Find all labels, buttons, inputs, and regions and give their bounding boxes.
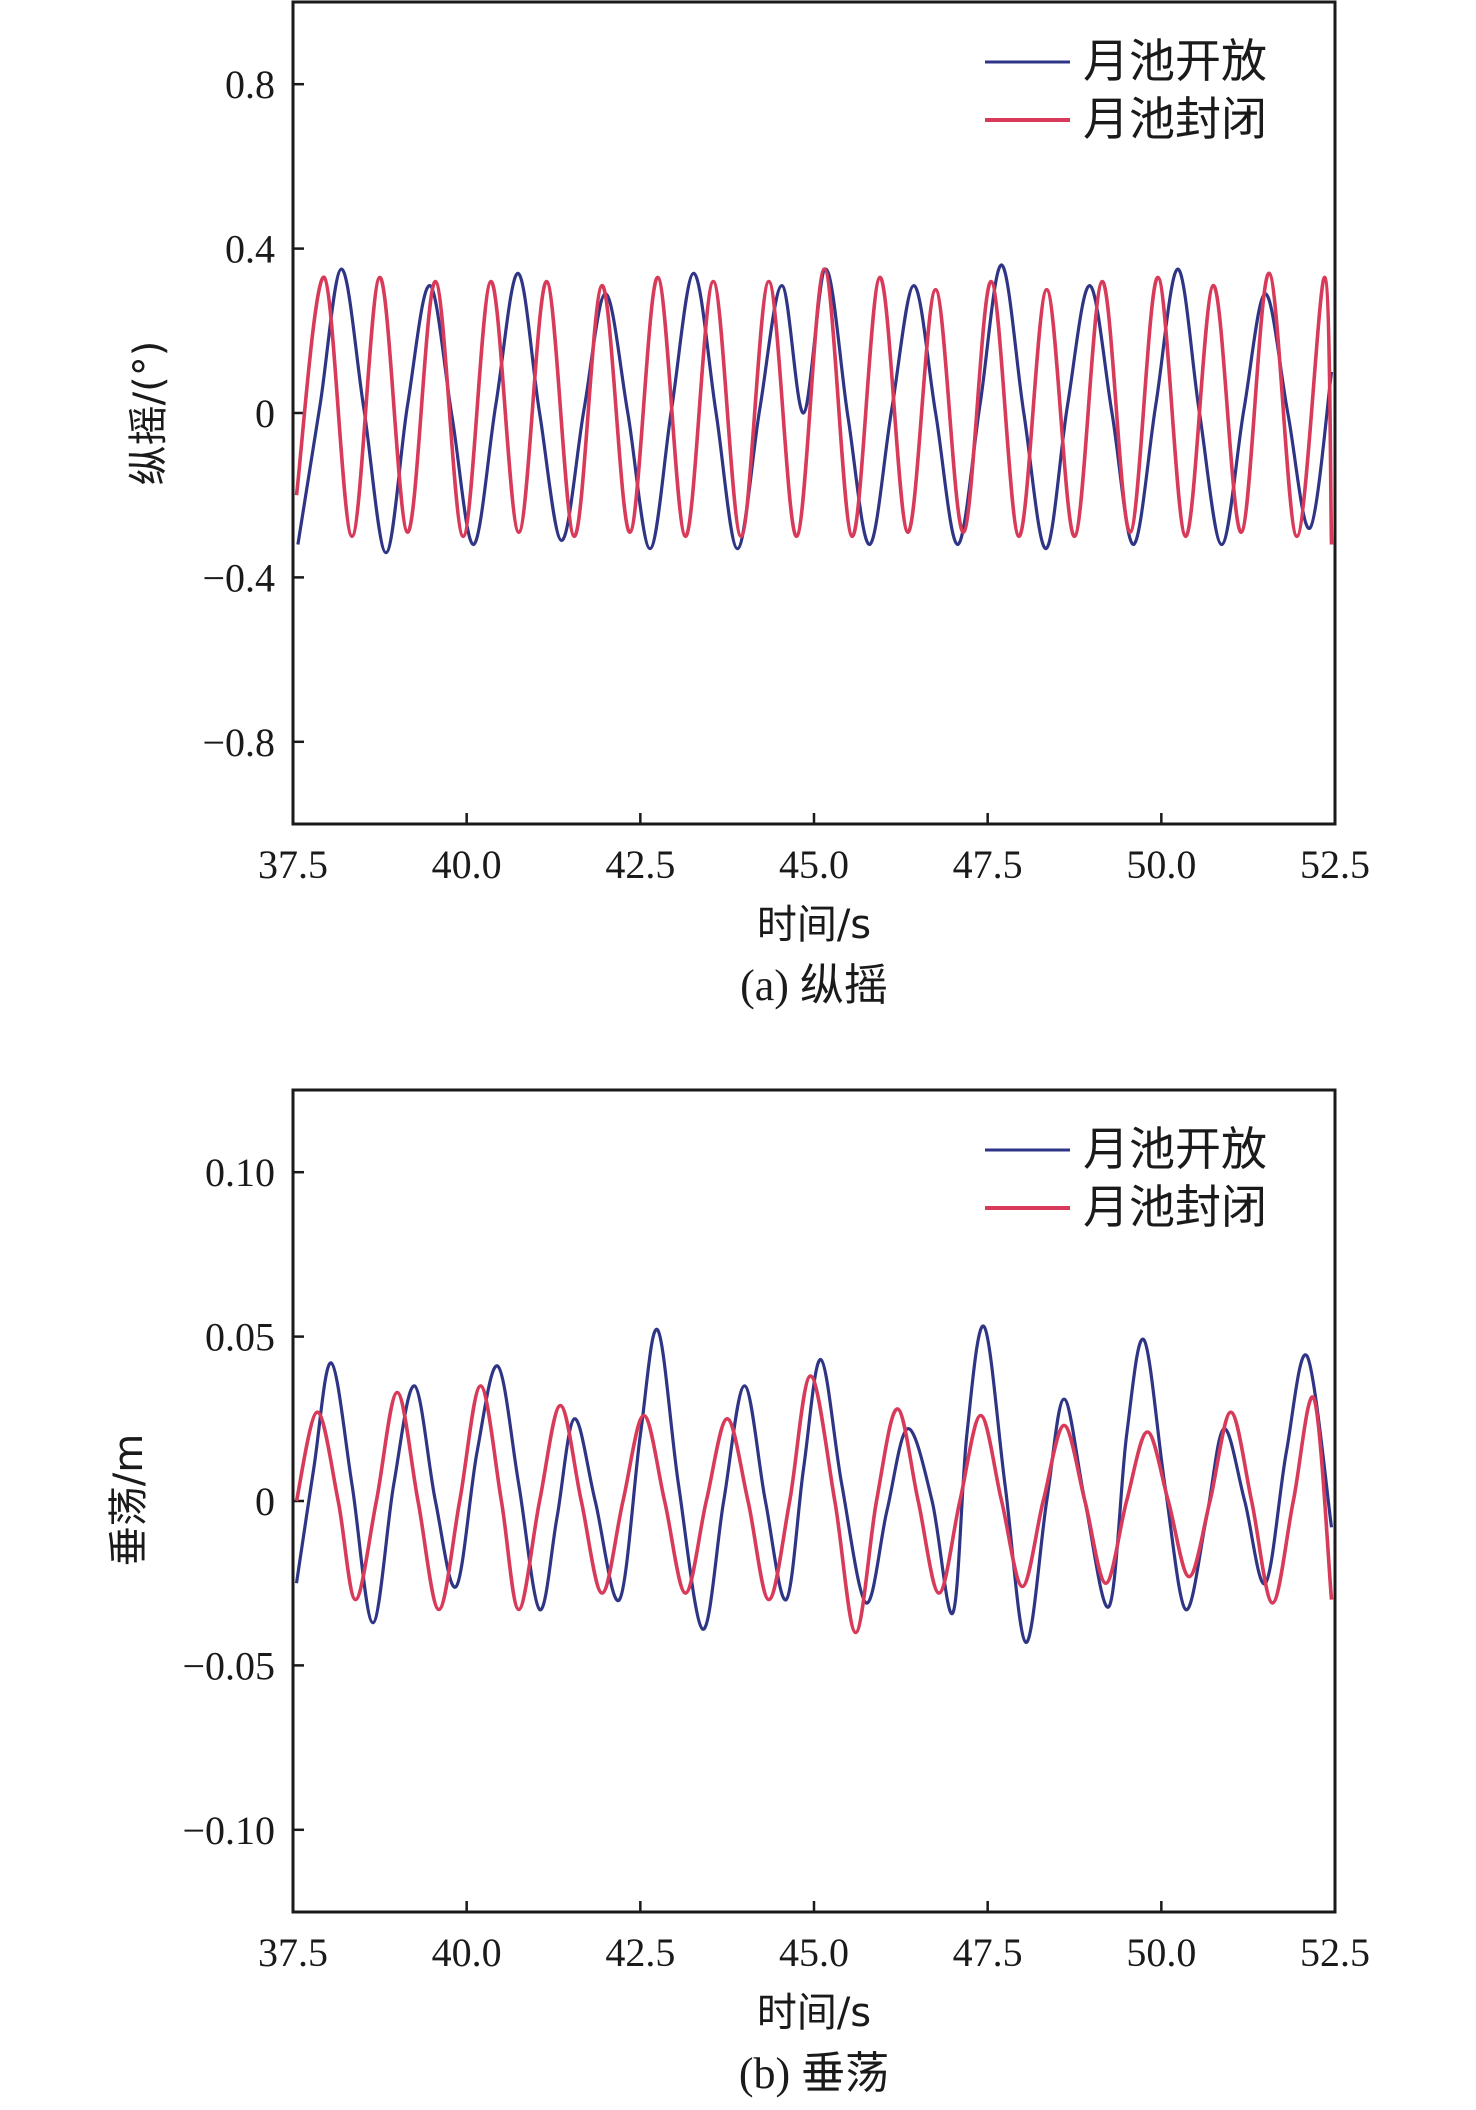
legend-label-open-b: 月池开放: [1083, 1122, 1267, 1176]
caption-a: (a) 纵摇: [740, 961, 888, 1010]
series-line-open: [296, 263, 1334, 555]
y-axis-label-b: 垂荡/m: [106, 1434, 152, 1566]
legend-a: 月池开放 月池封闭: [985, 34, 1267, 146]
chart-panel-a: 0.8 0.4 0 −0.4 −0.8 37.5 40.0 42.5 45.0 47.5 50.0…: [126, 0, 1370, 1010]
series-layer-a: [294, 263, 1334, 555]
y-tick-label: 0: [255, 391, 275, 436]
x-tick-label: 42.5: [605, 842, 675, 887]
series-layer-b: [294, 1324, 1334, 1645]
x-axis-label-b: 时间/s: [757, 1990, 871, 2036]
x-tick-label: 45.0: [779, 842, 849, 887]
x-tick-label: 52.5: [1300, 1930, 1370, 1975]
y-tick-label: 0.05: [205, 1315, 275, 1360]
y-axis-ticks-a: 0.8 0.4 0 −0.4 −0.8: [202, 62, 304, 765]
caption-b: (b) 垂荡: [739, 2049, 889, 2098]
x-tick-label: 47.5: [953, 1930, 1023, 1975]
y-tick-label: 0.10: [205, 1150, 275, 1195]
y-tick-label: −0.8: [202, 720, 275, 765]
series-line-closed: [294, 267, 1334, 545]
x-tick-label: 52.5: [1300, 842, 1370, 887]
legend-label-closed-b: 月池封闭: [1083, 1180, 1267, 1234]
legend-label-closed-a: 月池封闭: [1083, 92, 1267, 146]
y-tick-label: −0.10: [182, 1808, 275, 1853]
series-line-open: [294, 1324, 1334, 1645]
legend-label-open-a: 月池开放: [1083, 34, 1267, 88]
x-axis-label-a: 时间/s: [757, 902, 871, 948]
y-tick-label: 0.8: [225, 62, 275, 107]
y-axis-label-a: 纵摇/(°): [126, 341, 172, 486]
y-tick-label: 0: [255, 1479, 275, 1524]
y-tick-label: −0.4: [202, 555, 275, 600]
x-tick-label: 47.5: [953, 842, 1023, 887]
series-line-closed: [294, 1374, 1334, 1635]
y-tick-label: 0.4: [225, 227, 275, 272]
x-tick-label: 40.0: [432, 1930, 502, 1975]
legend-b: 月池开放 月池封闭: [985, 1122, 1267, 1234]
x-tick-label: 50.0: [1126, 842, 1196, 887]
y-axis-ticks-b: 0.10 0.05 0 −0.05 −0.10: [182, 1150, 304, 1853]
x-tick-label: 45.0: [779, 1930, 849, 1975]
chart-panel-b: 0.10 0.05 0 −0.05 −0.10 37.5 40.0 42.5 45.0 47.5…: [106, 1088, 1370, 2098]
x-tick-label: 50.0: [1126, 1930, 1196, 1975]
y-tick-label: −0.05: [182, 1643, 275, 1688]
x-axis-ticks-b: 37.5 40.0 42.5 45.0 47.5 50.0 52.5: [258, 1901, 1370, 1975]
x-tick-label: 42.5: [605, 1930, 675, 1975]
x-tick-label: 37.5: [258, 1930, 328, 1975]
x-axis-ticks-a: 37.5 40.0 42.5 45.0 47.5 50.0 52.5: [258, 813, 1370, 887]
x-tick-label: 40.0: [432, 842, 502, 887]
x-tick-label: 37.5: [258, 842, 328, 887]
